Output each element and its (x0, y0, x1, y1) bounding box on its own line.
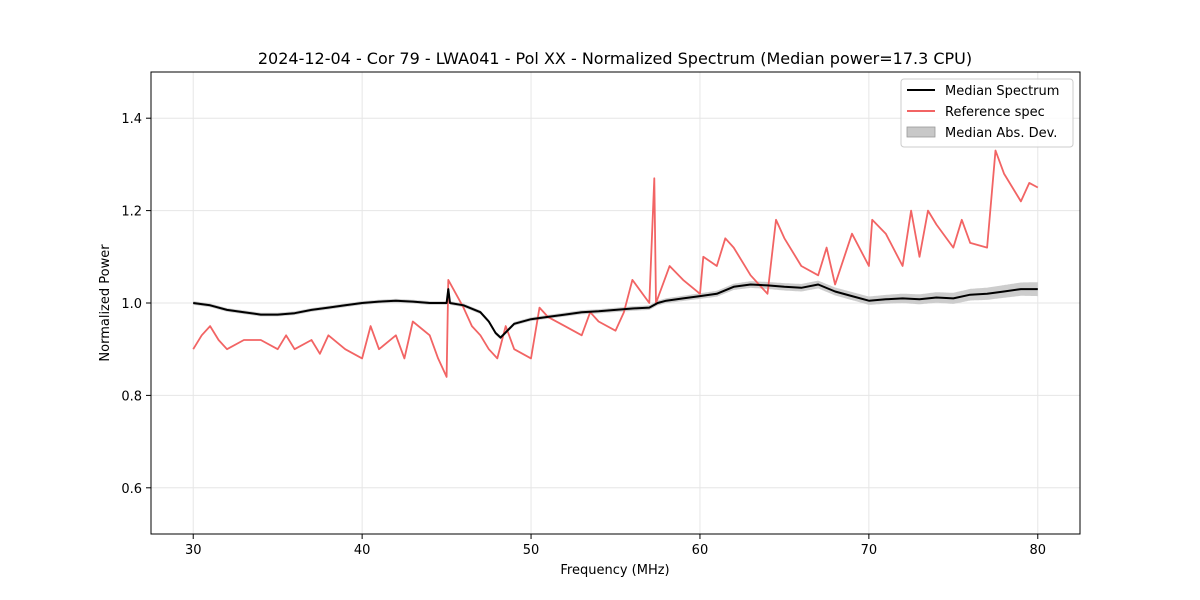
x-axis: 30 40 50 60 70 80 (185, 534, 1046, 558)
y-tick-label: 0.8 (121, 389, 142, 404)
legend: Median Spectrum Reference spec Median Ab… (900, 78, 1074, 148)
chart-title: 2024-12-04 - Cor 79 - LWA041 - Pol XX - … (258, 49, 972, 68)
legend-box (900, 78, 1074, 148)
series-line-reference-spec (192, 149, 1039, 378)
series-group (192, 149, 1039, 378)
legend-swatch-mad (906, 126, 936, 138)
x-tick-label: 80 (1029, 543, 1046, 558)
x-tick-label: 70 (861, 543, 878, 558)
series-line-median-spectrum (193, 283, 1038, 339)
y-axis-label: Normalized Power (98, 244, 113, 362)
legend-label-reference: Reference spec (945, 105, 1045, 120)
legend-label-mad: Median Abs. Dev. (945, 126, 1057, 141)
x-tick-label: 60 (692, 543, 709, 558)
legend-label-median: Median Spectrum (945, 84, 1059, 99)
y-tick-label: 1.0 (121, 297, 142, 312)
y-tick-label: 1.2 (121, 205, 142, 220)
x-tick-label: 50 (523, 543, 540, 558)
y-tick-label: 1.4 (121, 112, 142, 127)
x-axis-label: Frequency (MHz) (560, 563, 669, 578)
y-tick-label: 0.6 (121, 482, 142, 497)
x-tick-label: 30 (185, 543, 202, 558)
y-axis: 0.6 0.8 1.0 1.2 1.4 (121, 112, 151, 497)
x-tick-label: 40 (354, 543, 371, 558)
